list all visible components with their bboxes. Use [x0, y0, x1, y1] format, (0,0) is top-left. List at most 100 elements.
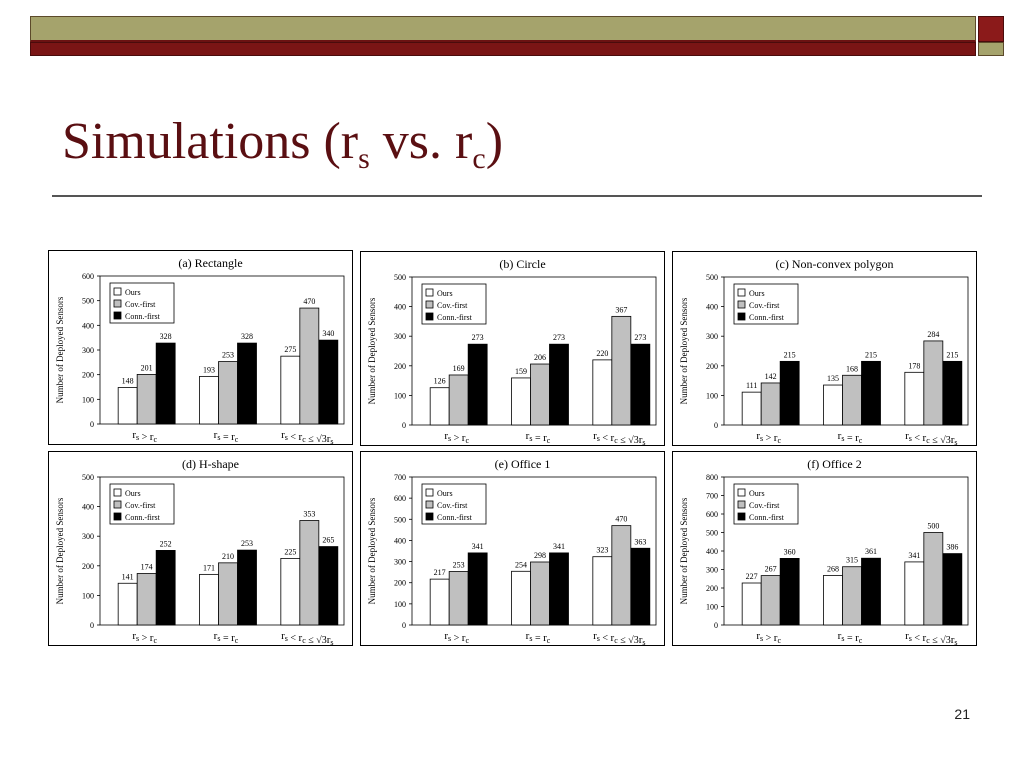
- bar: [779, 360, 800, 426]
- legend-swatch: [737, 288, 746, 297]
- y-tick-label: 200: [394, 579, 406, 588]
- y-axis-label: Number of Deployed Sensors: [55, 296, 65, 403]
- bar: [136, 573, 157, 626]
- bar: [199, 375, 219, 425]
- legend-swatch: [737, 500, 746, 509]
- data-label: 273: [634, 333, 646, 342]
- x-tick-label: rs = rc: [526, 430, 551, 445]
- legend-swatch: [113, 287, 122, 296]
- data-label: 171: [203, 563, 215, 572]
- legend-swatch: [737, 488, 746, 497]
- legend-swatch: [113, 299, 122, 308]
- bar: [467, 552, 488, 626]
- legend-swatch: [113, 311, 122, 320]
- y-tick-label: 200: [394, 362, 406, 371]
- chart-non-convex-polygon: (c) Non-convex polygon 0 100 200 300 400 500 Nu…: [672, 251, 977, 446]
- y-tick-label: 0: [714, 421, 718, 430]
- data-label: 225: [284, 547, 296, 556]
- y-tick-label: 0: [714, 621, 718, 630]
- bar: [760, 382, 781, 426]
- bar: [117, 582, 138, 626]
- y-tick-label: 300: [706, 566, 718, 575]
- data-label: 148: [122, 376, 134, 385]
- data-label: 210: [222, 552, 234, 561]
- y-tick-label: 200: [706, 362, 718, 371]
- data-label: 206: [534, 353, 546, 362]
- y-tick-label: 300: [706, 332, 718, 341]
- bar: [630, 343, 651, 426]
- y-axis-label: Number of Deployed Sensors: [367, 297, 377, 404]
- x-tick-label: rs > rc: [756, 630, 781, 645]
- title-divider: [52, 195, 982, 197]
- bar: [280, 355, 301, 425]
- y-tick-label: 800: [706, 473, 718, 482]
- legend-label: Ours: [125, 288, 141, 297]
- legend-label: Conn.-first: [749, 513, 785, 522]
- x-tick-label: rs > rc: [444, 630, 469, 645]
- data-label: 500: [927, 522, 939, 531]
- data-label: 360: [784, 547, 796, 556]
- data-label: 267: [765, 565, 777, 574]
- data-label: 253: [222, 351, 234, 360]
- y-tick-label: 700: [394, 473, 406, 482]
- data-label: 254: [515, 560, 527, 569]
- y-tick-label: 0: [90, 621, 94, 630]
- x-tick-label: rs < rc ≤ √3rs: [281, 429, 333, 445]
- legend-swatch: [113, 500, 122, 509]
- data-label: 168: [846, 364, 858, 373]
- legend-swatch: [425, 512, 434, 521]
- chart-office-1: (e) Office 1 0 100 200 300 400 500 600 700 Number…: [360, 451, 665, 646]
- data-label: 268: [827, 564, 839, 573]
- bar: [299, 520, 320, 626]
- legend-label: Cov.-first: [749, 501, 780, 510]
- y-tick-label: 200: [82, 371, 94, 380]
- legend-swatch: [113, 512, 122, 521]
- x-tick-label: rs = rc: [526, 630, 551, 645]
- y-tick-label: 600: [706, 510, 718, 519]
- x-tick-label: rs < rc ≤ √3rs: [905, 430, 957, 446]
- data-label: 252: [160, 539, 172, 548]
- bar: [861, 557, 881, 626]
- bar: [741, 582, 762, 626]
- bar: [630, 547, 651, 626]
- y-axis-label: Number of Deployed Sensors: [55, 497, 65, 604]
- slide-title: Simulations (rs vs. rc): [62, 113, 504, 175]
- legend-swatch: [425, 488, 434, 497]
- legend-label: Cov.-first: [125, 501, 156, 510]
- legend-label: Cov.-first: [437, 501, 468, 510]
- bar: [511, 570, 531, 626]
- data-label: 273: [472, 333, 484, 342]
- bar: [942, 553, 963, 626]
- y-tick-label: 300: [394, 558, 406, 567]
- bar: [155, 342, 176, 425]
- bar: [861, 360, 881, 426]
- x-tick-label: rs < rc ≤ √3rs: [593, 630, 645, 646]
- data-label: 215: [946, 350, 958, 359]
- bar: [429, 387, 450, 426]
- y-tick-label: 0: [90, 420, 94, 429]
- bar: [318, 546, 339, 626]
- legend-label: Conn.-first: [437, 513, 473, 522]
- bar: [511, 377, 531, 426]
- bar: [218, 562, 238, 626]
- y-tick-label: 500: [394, 515, 406, 524]
- bar: [592, 359, 613, 426]
- data-label: 315: [846, 556, 858, 565]
- bar: [136, 374, 157, 425]
- bar: [199, 573, 219, 626]
- data-label: 159: [515, 367, 527, 376]
- y-tick-label: 100: [82, 591, 94, 600]
- bar: [904, 371, 925, 426]
- data-label: 193: [203, 365, 215, 374]
- y-tick-label: 500: [82, 473, 94, 482]
- bar: [117, 387, 138, 425]
- bar: [318, 339, 339, 425]
- bar: [592, 556, 613, 626]
- data-label: 111: [746, 381, 757, 390]
- corner-square-top: [978, 16, 1004, 42]
- data-label: 340: [322, 329, 334, 338]
- legend-label: Ours: [437, 289, 453, 298]
- data-label: 367: [615, 305, 627, 314]
- header-band-top: [30, 16, 976, 42]
- chart-title: (a) Rectangle: [178, 256, 242, 270]
